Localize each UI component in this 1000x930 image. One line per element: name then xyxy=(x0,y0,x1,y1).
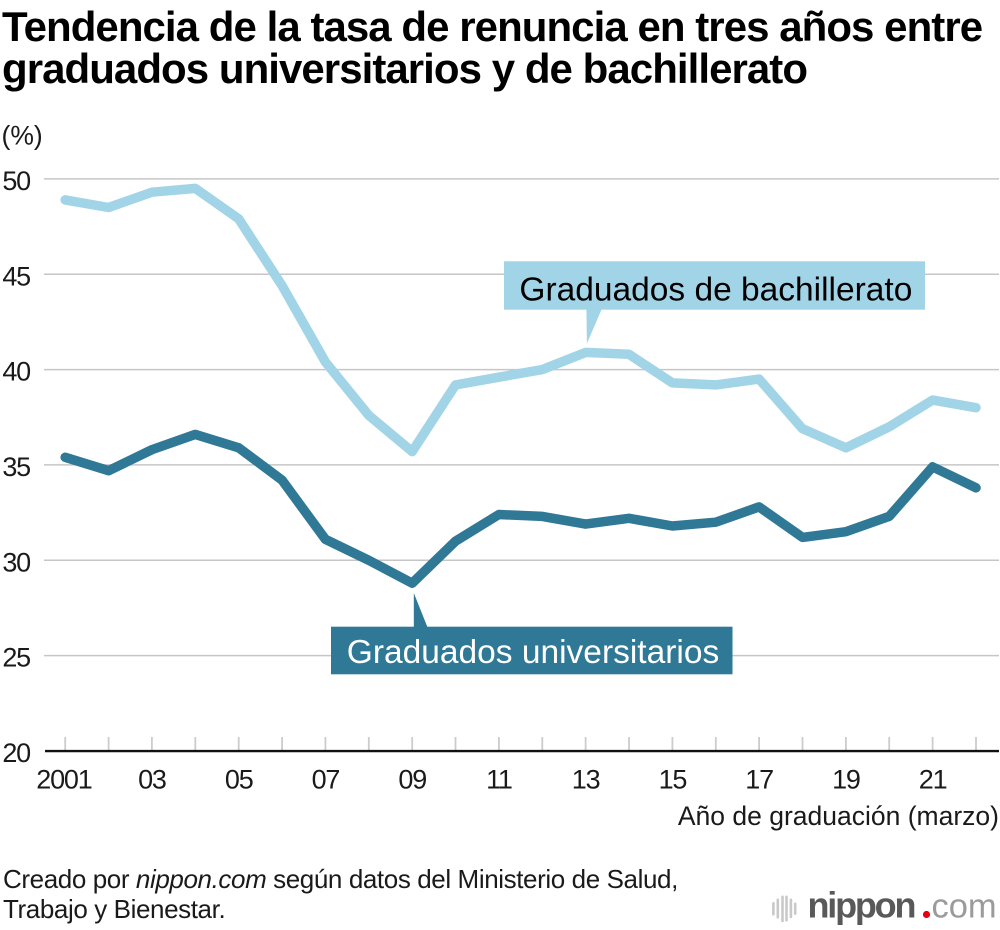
svg-text:30: 30 xyxy=(2,547,30,577)
svg-text:25: 25 xyxy=(2,643,30,673)
svg-text:11: 11 xyxy=(486,764,512,794)
svg-text:com: com xyxy=(932,887,997,925)
svg-text:Graduados de bachillerato: Graduados de bachillerato xyxy=(519,271,912,308)
svg-text:03: 03 xyxy=(138,764,166,794)
svg-text:19: 19 xyxy=(832,764,860,794)
svg-text:35: 35 xyxy=(2,452,30,482)
svg-text:nippon: nippon xyxy=(808,884,915,925)
svg-text:07: 07 xyxy=(312,764,340,794)
svg-text:2001: 2001 xyxy=(36,764,91,794)
svg-text:17: 17 xyxy=(745,764,773,794)
svg-text:(%): (%) xyxy=(2,121,43,151)
svg-text:Año de graduación (marzo): Año de graduación (marzo) xyxy=(678,801,999,831)
svg-text:40: 40 xyxy=(2,357,30,387)
svg-text:45: 45 xyxy=(2,261,30,291)
svg-text:20: 20 xyxy=(2,738,30,768)
svg-text:05: 05 xyxy=(225,764,253,794)
svg-text:13: 13 xyxy=(572,764,600,794)
svg-text:09: 09 xyxy=(398,764,426,794)
svg-text:50: 50 xyxy=(2,166,30,196)
svg-text:Graduados universitarios: Graduados universitarios xyxy=(347,634,719,671)
svg-text:15: 15 xyxy=(659,764,687,794)
svg-text:21: 21 xyxy=(919,764,947,794)
